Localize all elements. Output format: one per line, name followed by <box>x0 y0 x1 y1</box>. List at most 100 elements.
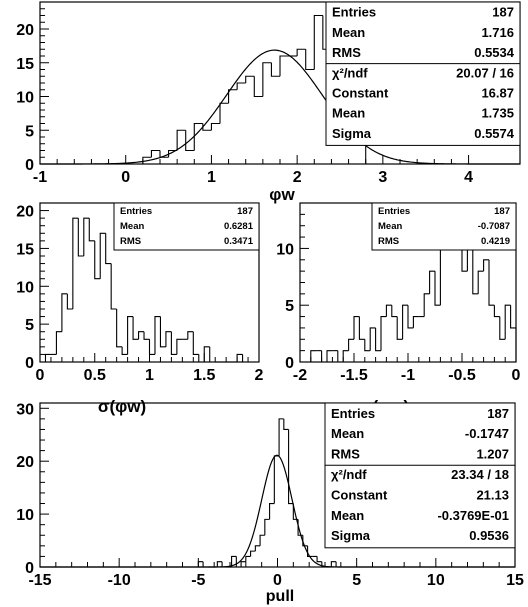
histogram-bin <box>44 353 51 362</box>
stats-value: 187 <box>492 5 514 20</box>
histogram-bin <box>434 271 441 306</box>
histogram-bin <box>176 338 183 355</box>
histogram-bin <box>219 102 229 124</box>
stats-box-frame <box>325 1 521 146</box>
x-tick-label: 1 <box>145 367 154 384</box>
histogram-bin <box>250 550 256 557</box>
y-tick-label: 10 <box>16 507 34 524</box>
stats-value: 0.5534 <box>474 45 515 60</box>
histogram-bin <box>364 339 371 352</box>
y-tick-label: 20 <box>16 204 34 221</box>
x-axis-label: pull <box>266 588 294 605</box>
histogram-bin <box>262 62 272 97</box>
x-tick-label: 0 <box>121 169 130 186</box>
histogram-bin <box>407 305 414 329</box>
stats-label: RMS <box>332 45 361 60</box>
y-tick-label: 0 <box>25 560 34 577</box>
histogram-bin <box>358 316 365 340</box>
histogram-bin <box>499 316 506 340</box>
x-axis-label: φw <box>269 185 295 204</box>
x-tick-label: 3 <box>378 169 387 186</box>
x-tick-label: -1.5 <box>340 367 368 384</box>
histogram-bin <box>168 149 178 158</box>
y-tick-label: 0 <box>25 355 34 372</box>
stats-label: Mean <box>331 508 364 523</box>
histogram-bin <box>380 316 387 351</box>
stats-value: 23.34 / 18 <box>451 467 509 482</box>
y-tick-label: 5 <box>25 317 34 334</box>
histogram-bin <box>66 293 73 310</box>
stats-value: 0.5574 <box>474 126 515 141</box>
stats-value: 1.716 <box>481 25 514 40</box>
histogram-bin <box>159 316 166 348</box>
histogram-bin <box>185 130 195 152</box>
histogram-bin <box>348 338 354 351</box>
histogram-bin <box>132 316 139 340</box>
y-tick-label: 15 <box>16 241 34 258</box>
plot-3: -2 -1.5 -1 -0.5 0 0 5 10 Entries 187 Mean -0.7087 RM… <box>276 202 521 416</box>
histogram-bin <box>429 270 435 294</box>
x-tick-label: 0.5 <box>84 367 106 384</box>
stats-value: 0.6281 <box>224 221 254 232</box>
histogram-bin <box>313 14 323 70</box>
x-tick-label: 5 <box>352 572 361 589</box>
y-tick-label: 5 <box>25 123 34 140</box>
histogram-bin <box>310 350 317 362</box>
histogram-bin <box>236 82 246 90</box>
histogram-bin <box>110 263 117 310</box>
histogram-bin <box>99 232 106 279</box>
histogram-bin <box>150 149 160 158</box>
histogram-bin <box>143 331 150 340</box>
y-tick-label: 15 <box>16 56 34 73</box>
histogram-bin <box>61 293 68 332</box>
x-tick-label: 2 <box>293 169 302 186</box>
y-tick-label: 10 <box>16 90 34 107</box>
stats-box-frame <box>113 202 260 251</box>
histogram-bin <box>342 350 349 362</box>
histogram-bin <box>193 122 203 151</box>
stats-label: RMS <box>331 447 360 462</box>
histogram-bin <box>402 304 408 340</box>
x-tick-label: 4 <box>464 169 473 186</box>
y-tick-label: 10 <box>276 241 294 258</box>
histogram-bin <box>391 305 398 318</box>
histogram-bin <box>321 561 327 568</box>
histogram-bin <box>240 561 246 567</box>
y-tick-label: 30 <box>16 401 34 418</box>
histogram-bin <box>316 556 322 563</box>
stats-value: 187 <box>487 406 509 421</box>
histogram-bin <box>330 561 337 567</box>
x-tick-label: 1 <box>207 169 216 186</box>
stats-value: 187 <box>237 206 253 217</box>
stats-label: RMS <box>378 236 399 247</box>
x-tick-label: 15 <box>506 572 524 589</box>
histogram-bin <box>176 129 186 151</box>
y-tick-label: 10 <box>16 279 34 296</box>
y-tick-label: 20 <box>16 22 34 39</box>
stats-value: 16.87 <box>481 85 514 100</box>
x-tick-label: -2 <box>293 367 307 384</box>
histogram-bin <box>236 353 243 362</box>
y-tick-label: 20 <box>16 454 34 471</box>
histogram-bin <box>170 331 177 355</box>
x-tick-label: -15 <box>28 572 51 589</box>
stats-label: RMS <box>120 236 141 247</box>
histogram-bin <box>231 555 237 567</box>
stats-label: Constant <box>332 85 389 100</box>
histogram-bin <box>423 293 430 317</box>
x-tick-label: 2 <box>255 367 264 384</box>
stats-label: Mean <box>331 426 364 441</box>
stats-box: Entries 187 Mean -0.7087 RMS 0.4219 <box>371 202 517 251</box>
histogram-bin <box>55 331 62 355</box>
histogram-bin <box>353 316 360 340</box>
y-tick-label: 0 <box>25 157 34 174</box>
histogram-bin <box>326 350 333 362</box>
stats-value: -0.7087 <box>478 221 510 232</box>
histogram-bin <box>148 339 155 355</box>
histogram-bin <box>209 346 216 363</box>
x-tick-label: 10 <box>427 572 445 589</box>
histogram-bin <box>253 76 263 98</box>
histogram-bin <box>254 545 261 552</box>
stats-box: Entries 187 Mean 0.6281 RMS 0.3471 <box>113 202 260 251</box>
